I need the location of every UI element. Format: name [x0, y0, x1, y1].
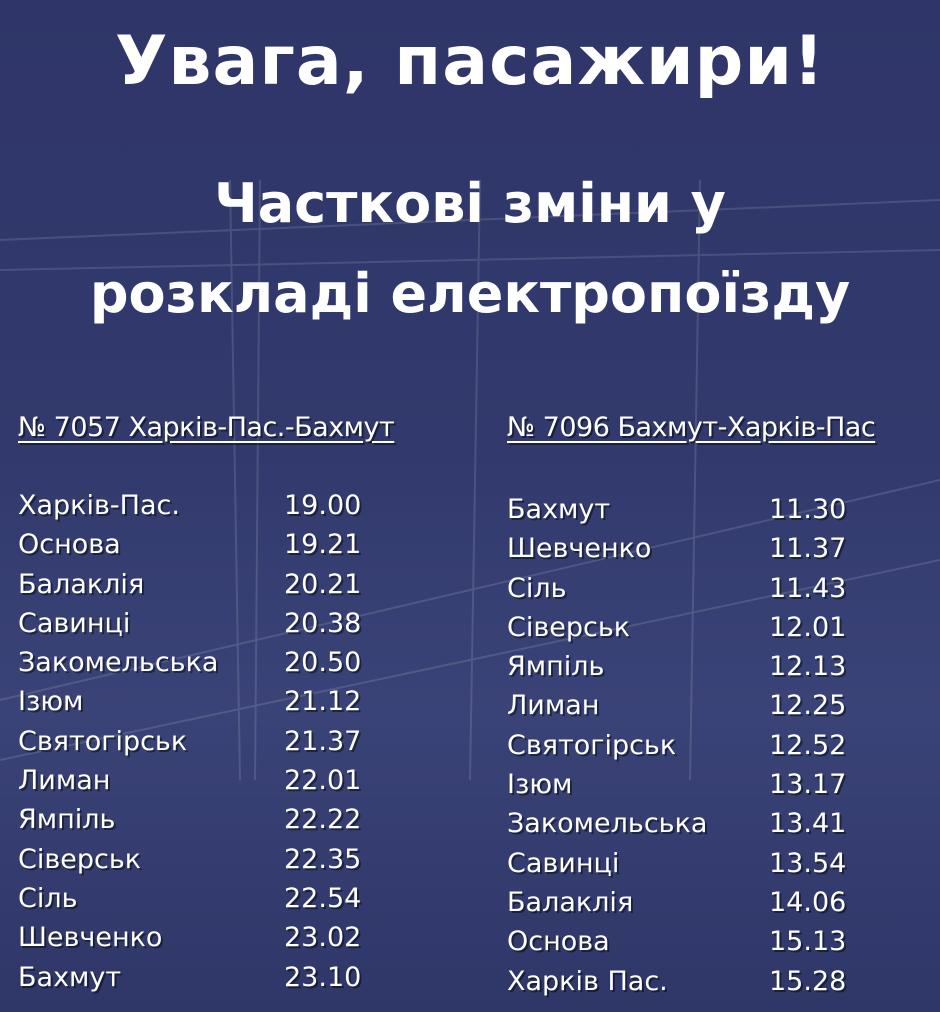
departure-time: 11.30 [769, 494, 847, 525]
departure-time: 13.41 [769, 808, 847, 840]
departure-time: 22.54 [284, 882, 362, 914]
station-name: Балаклія [18, 568, 145, 600]
station-name: Бахмут [18, 961, 122, 993]
station-name: Шевченко [507, 533, 652, 565]
train-header: № 7096 Бахмут-Харків-Пас [507, 412, 876, 443]
train-header: № 7057 Харків-Пас.-Бахмут [18, 412, 395, 443]
station-name: Харків-Пас. [18, 490, 180, 521]
station-name: Харків Пас. [507, 965, 668, 997]
station-name: Сіль [507, 572, 567, 604]
departure-time: 22.01 [284, 765, 362, 797]
station-name: Балаклія [507, 886, 634, 918]
departure-time: 20.21 [284, 568, 362, 600]
train-7057-schedule: № 7057 Харків-Пас.-Бахмут Харків-Пас. 19.… [18, 412, 395, 993]
station-name: Сіверськ [18, 843, 142, 875]
station-name: Бахмут [507, 494, 611, 525]
station-name: Ямпіль [18, 804, 116, 836]
station-name: Шевченко [18, 922, 163, 954]
railway-background-lines [0, 180, 940, 780]
station-name: Сіль [18, 882, 78, 914]
station-name: Закомельська [507, 808, 708, 840]
departure-time: 11.43 [769, 572, 847, 604]
station-name: Святогірськ [18, 725, 188, 757]
departure-time: 23.10 [284, 961, 362, 993]
station-name: Лиман [18, 765, 111, 797]
departure-time: 19.00 [284, 490, 362, 521]
departure-time: 12.13 [769, 651, 847, 683]
departure-time: 22.22 [284, 804, 362, 836]
departure-time: 13.54 [769, 847, 847, 879]
station-name: Ізюм [507, 769, 573, 801]
departure-time: 14.06 [769, 886, 847, 918]
departure-time: 12.52 [769, 729, 847, 761]
departure-time: 15.28 [769, 965, 847, 997]
subtitle-line-1: Часткові зміни у [214, 172, 726, 235]
departure-time: 11.37 [769, 533, 847, 565]
station-name: Сіверськ [507, 611, 631, 643]
departure-time: 20.38 [284, 607, 362, 639]
departure-time: 15.13 [769, 926, 847, 958]
departure-time: 13.17 [769, 769, 847, 801]
station-name: Савинці [507, 847, 620, 879]
station-name: Ямпіль [507, 651, 605, 683]
page-title: Увага, пасажири! [115, 22, 825, 101]
station-name: Ізюм [18, 686, 84, 718]
departure-time: 19.21 [284, 529, 362, 561]
station-name: Святогірськ [507, 729, 677, 761]
departure-time: 20.50 [284, 647, 362, 679]
departure-time: 12.01 [769, 611, 847, 643]
departure-time: 23.02 [284, 922, 362, 954]
departure-time: 21.12 [284, 686, 362, 718]
station-name: Савинці [18, 607, 131, 639]
subtitle-line-2: розкладі електропоїзду [89, 262, 851, 325]
departure-time: 12.25 [769, 690, 847, 722]
station-name: Лиман [507, 690, 600, 722]
train-7096-schedule: № 7096 Бахмут-Харків-Пас Бахмут 11.30 Шевч… [507, 412, 876, 997]
departure-time: 22.35 [284, 843, 362, 875]
station-name: Основа [507, 926, 610, 958]
departure-time: 21.37 [284, 725, 362, 757]
station-name: Основа [18, 529, 121, 561]
station-name: Закомельська [18, 647, 219, 679]
